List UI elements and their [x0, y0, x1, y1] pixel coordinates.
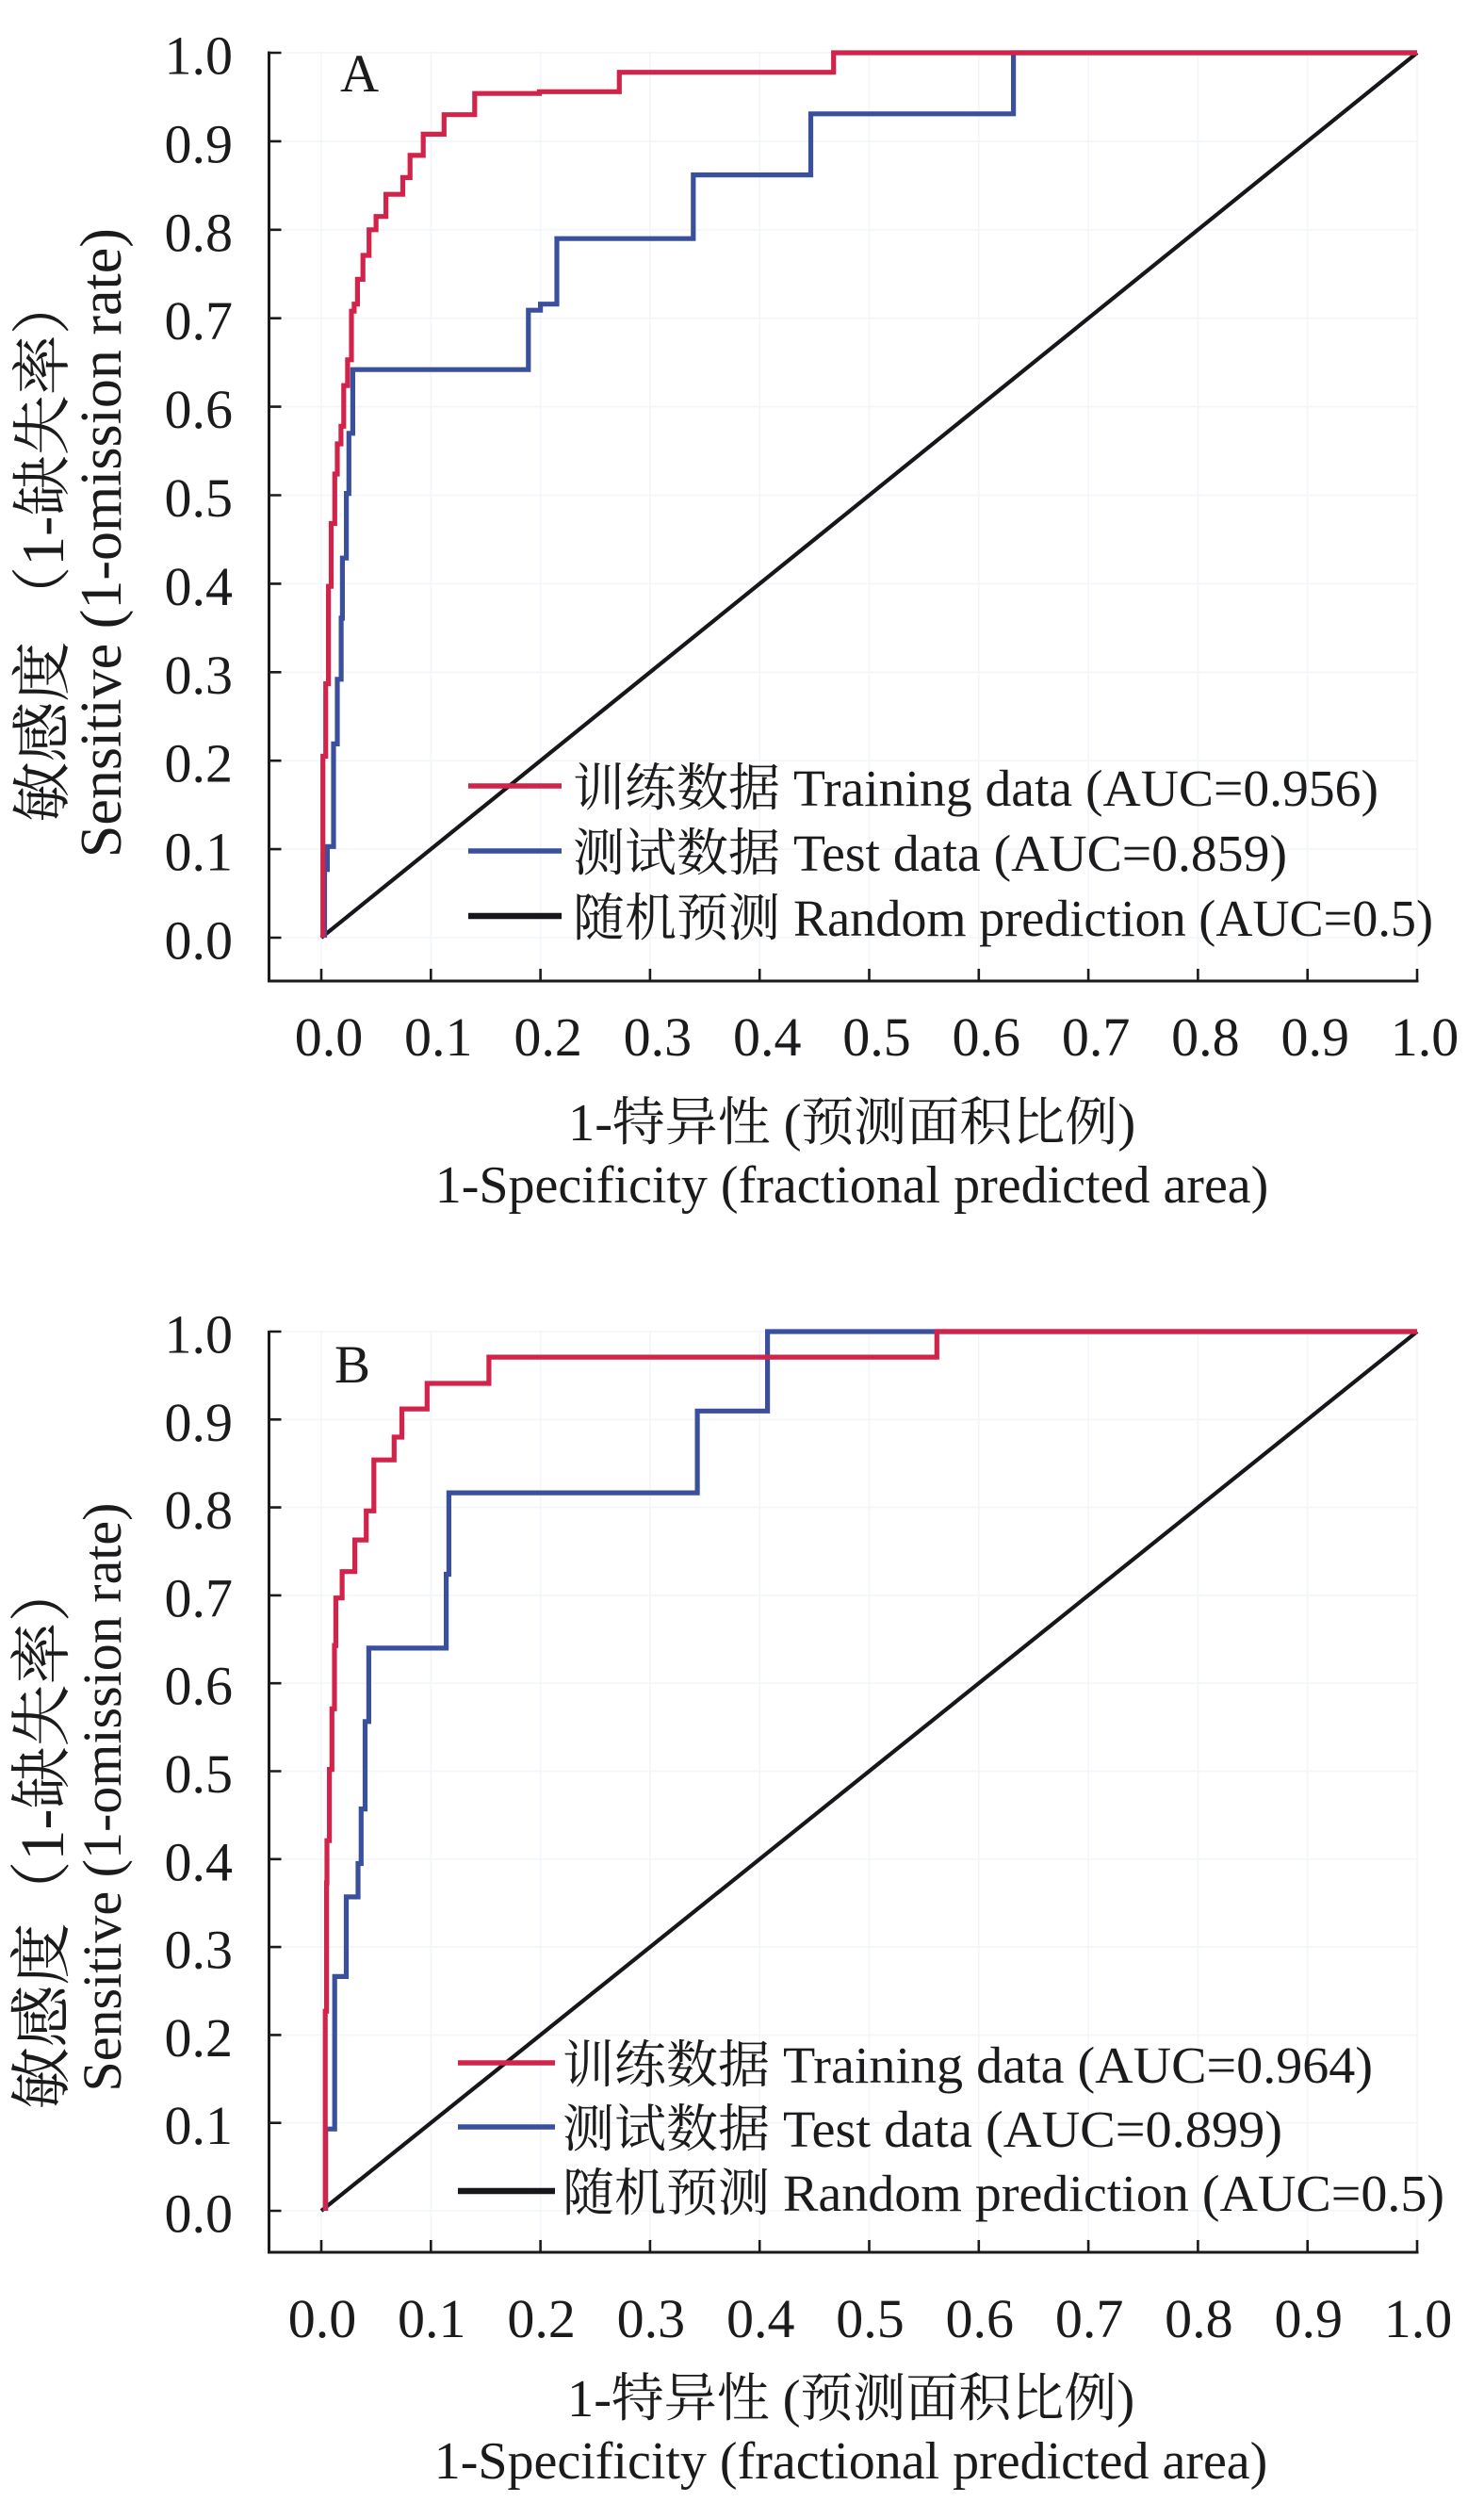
- svg-text:0.0: 0.0: [288, 2288, 357, 2349]
- svg-text:Random prediction (AUC=0.5): Random prediction (AUC=0.5): [793, 890, 1433, 947]
- svg-text:1-: 1-: [8, 1809, 77, 1861]
- svg-text:0.2: 0.2: [514, 1006, 582, 1068]
- svg-text:(: (: [784, 1094, 802, 1153]
- svg-text:0.1: 0.1: [165, 2095, 234, 2156]
- svg-text:0.7: 0.7: [165, 290, 234, 352]
- svg-text:0.5: 0.5: [836, 2288, 905, 2349]
- svg-text:0.7: 0.7: [165, 1567, 234, 1628]
- svg-text:0.7: 0.7: [1055, 2288, 1124, 2349]
- svg-text:0.5: 0.5: [165, 1743, 234, 1805]
- svg-text:1.0: 1.0: [165, 1304, 234, 1365]
- svg-text:0.5: 0.5: [842, 1006, 911, 1068]
- svg-text:Sensitive (1-omission rate): Sensitive (1-omission rate): [72, 1503, 133, 2092]
- svg-text:1.0: 1.0: [1384, 2288, 1453, 2349]
- svg-text:0.2: 0.2: [165, 733, 234, 794]
- svg-text:0.5: 0.5: [165, 467, 234, 529]
- svg-text:0.8: 0.8: [1171, 1006, 1240, 1068]
- svg-text:Test data (AUC=0.899): Test data (AUC=0.899): [783, 2101, 1282, 2158]
- svg-text:0.6: 0.6: [165, 379, 234, 440]
- svg-text:0.0: 0.0: [165, 2183, 234, 2245]
- svg-text:Sensitive (1-omission rate): Sensitive (1-omission rate): [70, 228, 134, 858]
- svg-text:Training data (AUC=0.956): Training data (AUC=0.956): [793, 760, 1378, 817]
- svg-text:0.3: 0.3: [617, 2288, 686, 2349]
- svg-text:0.2: 0.2: [165, 2007, 234, 2069]
- svg-text:0.1: 0.1: [404, 1006, 473, 1068]
- svg-text:0.3: 0.3: [165, 645, 234, 706]
- svg-text:0.6: 0.6: [946, 2288, 1015, 2349]
- svg-text:1-Specificity (fractional pred: 1-Specificity (fractional predicted area…: [435, 1156, 1269, 1215]
- svg-text:0.8: 0.8: [165, 202, 234, 263]
- svg-text:B: B: [334, 1335, 370, 1395]
- svg-text:): ): [1117, 1094, 1135, 1153]
- svg-text:0.1: 0.1: [165, 822, 234, 883]
- svg-text:0.7: 0.7: [1062, 1006, 1131, 1068]
- svg-text:Training data (AUC=0.964): Training data (AUC=0.964): [783, 2036, 1373, 2094]
- svg-text:0.9: 0.9: [1280, 1006, 1349, 1068]
- svg-text:1.0: 1.0: [1391, 1006, 1460, 1068]
- svg-text:1-Specificity (fractional pred: 1-Specificity (fractional predicted area…: [434, 2432, 1268, 2491]
- svg-text:0.9: 0.9: [1274, 2288, 1343, 2349]
- svg-text:A: A: [340, 44, 379, 104]
- svg-text:0.8: 0.8: [165, 1480, 234, 1541]
- svg-text:): ): [1117, 2370, 1134, 2428]
- svg-text:1-: 1-: [9, 516, 76, 566]
- svg-text:0.3: 0.3: [624, 1006, 693, 1068]
- svg-text:Test data (AUC=0.859): Test data (AUC=0.859): [793, 825, 1287, 882]
- svg-text:Random prediction (AUC=0.5): Random prediction (AUC=0.5): [783, 2165, 1444, 2222]
- svg-text:1-: 1-: [567, 2370, 612, 2428]
- svg-text:0.8: 0.8: [1165, 2288, 1233, 2349]
- svg-text:0.4: 0.4: [165, 1831, 234, 1892]
- svg-text:1.0: 1.0: [165, 25, 234, 87]
- svg-text:0.2: 0.2: [507, 2288, 576, 2349]
- svg-text:0.0: 0.0: [165, 910, 234, 972]
- svg-text:0.9: 0.9: [165, 113, 234, 174]
- svg-text:0.6: 0.6: [953, 1006, 1021, 1068]
- svg-text:0.4: 0.4: [733, 1006, 802, 1068]
- svg-text:0.6: 0.6: [165, 1656, 234, 1717]
- svg-text:1-: 1-: [568, 1094, 612, 1153]
- svg-text:0.1: 0.1: [398, 2288, 466, 2349]
- svg-text:0.3: 0.3: [165, 1920, 234, 1981]
- svg-text:0.4: 0.4: [726, 2288, 795, 2349]
- svg-text:(: (: [783, 2370, 801, 2428]
- svg-text:0.9: 0.9: [165, 1392, 234, 1453]
- svg-text:0.0: 0.0: [295, 1006, 364, 1068]
- svg-text:0.4: 0.4: [165, 556, 234, 617]
